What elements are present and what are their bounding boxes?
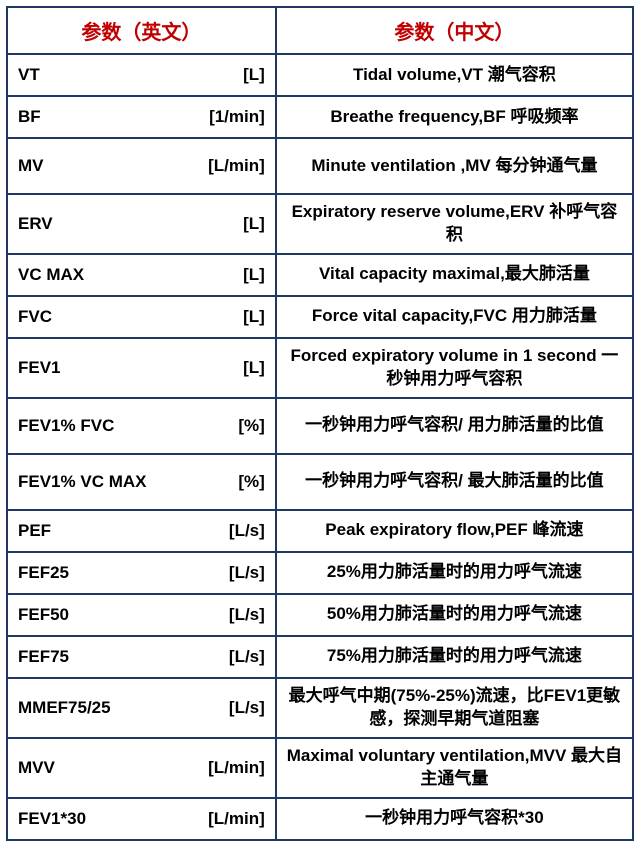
param-unit: [L] <box>176 338 276 398</box>
param-unit: [L/min] <box>176 138 276 194</box>
param-name: FEV1 <box>7 338 176 398</box>
param-name: FEF50 <box>7 594 176 636</box>
table-row: FEF75[L/s]75%用力肺活量时的用力呼气流速 <box>7 636 633 678</box>
param-unit: [L/min] <box>176 738 276 798</box>
table-row: FVC[L]Force vital capacity,FVC 用力肺活量 <box>7 296 633 338</box>
param-description: 25%用力肺活量时的用力呼气流速 <box>276 552 633 594</box>
param-unit: [L] <box>176 254 276 296</box>
table-row: MVV[L/min]Maximal voluntary ventilation,… <box>7 738 633 798</box>
param-name: VC MAX <box>7 254 176 296</box>
param-description: Forced expiratory volume in 1 second 一秒钟… <box>276 338 633 398</box>
param-unit: [L/s] <box>176 510 276 552</box>
param-name: MVV <box>7 738 176 798</box>
param-unit: [1/min] <box>176 96 276 138</box>
param-description: Minute ventilation ,MV 每分钟通气量 <box>276 138 633 194</box>
param-name: FEV1% FVC <box>7 398 176 454</box>
param-description: Vital capacity maximal,最大肺活量 <box>276 254 633 296</box>
table-row: FEV1% FVC[%]一秒钟用力呼气容积/ 用力肺活量的比值 <box>7 398 633 454</box>
parameter-table: 参数（英文） 参数（中文） VT[L]Tidal volume,VT 潮气容积B… <box>6 6 634 841</box>
header-chinese: 参数（中文） <box>276 7 633 54</box>
table-row: BF[1/min]Breathe frequency,BF 呼吸频率 <box>7 96 633 138</box>
table-row: VT[L]Tidal volume,VT 潮气容积 <box>7 54 633 96</box>
param-description: 最大呼气中期(75%-25%)流速，比FEV1更敏感，探测早期气道阻塞 <box>276 678 633 738</box>
param-name: FEF25 <box>7 552 176 594</box>
param-description: 一秒钟用力呼气容积/ 用力肺活量的比值 <box>276 398 633 454</box>
table-row: ERV[L]Expiratory reserve volume,ERV 补呼气容… <box>7 194 633 254</box>
param-name: FVC <box>7 296 176 338</box>
table-body: VT[L]Tidal volume,VT 潮气容积BF[1/min]Breath… <box>7 54 633 840</box>
param-name: BF <box>7 96 176 138</box>
param-description: 一秒钟用力呼气容积*30 <box>276 798 633 840</box>
param-description: Expiratory reserve volume,ERV 补呼气容积 <box>276 194 633 254</box>
table-container: 参数（英文） 参数（中文） VT[L]Tidal volume,VT 潮气容积B… <box>0 0 640 847</box>
table-row: FEV1% VC MAX[%]一秒钟用力呼气容积/ 最大肺活量的比值 <box>7 454 633 510</box>
table-row: VC MAX[L]Vital capacity maximal,最大肺活量 <box>7 254 633 296</box>
param-name: MMEF75/25 <box>7 678 176 738</box>
table-row: MV[L/min]Minute ventilation ,MV 每分钟通气量 <box>7 138 633 194</box>
param-description: Breathe frequency,BF 呼吸频率 <box>276 96 633 138</box>
param-name: VT <box>7 54 176 96</box>
param-name: MV <box>7 138 176 194</box>
param-description: Force vital capacity,FVC 用力肺活量 <box>276 296 633 338</box>
param-name: FEF75 <box>7 636 176 678</box>
param-name: FEV1% VC MAX <box>7 454 176 510</box>
param-description: 75%用力肺活量时的用力呼气流速 <box>276 636 633 678</box>
param-unit: [L] <box>176 194 276 254</box>
table-row: FEV1*30[L/min]一秒钟用力呼气容积*30 <box>7 798 633 840</box>
param-unit: [%] <box>176 454 276 510</box>
param-unit: [L] <box>176 54 276 96</box>
table-header-row: 参数（英文） 参数（中文） <box>7 7 633 54</box>
param-unit: [L/s] <box>176 636 276 678</box>
table-row: FEV1[L]Forced expiratory volume in 1 sec… <box>7 338 633 398</box>
param-unit: [L/s] <box>176 552 276 594</box>
param-description: 一秒钟用力呼气容积/ 最大肺活量的比值 <box>276 454 633 510</box>
table-row: FEF25[L/s]25%用力肺活量时的用力呼气流速 <box>7 552 633 594</box>
param-description: Maximal voluntary ventilation,MVV 最大自主通气… <box>276 738 633 798</box>
param-unit: [L/s] <box>176 678 276 738</box>
param-unit: [L/min] <box>176 798 276 840</box>
param-description: Tidal volume,VT 潮气容积 <box>276 54 633 96</box>
header-english: 参数（英文） <box>7 7 276 54</box>
table-row: FEF50[L/s]50%用力肺活量时的用力呼气流速 <box>7 594 633 636</box>
param-unit: [L/s] <box>176 594 276 636</box>
param-description: 50%用力肺活量时的用力呼气流速 <box>276 594 633 636</box>
param-unit: [%] <box>176 398 276 454</box>
param-name: FEV1*30 <box>7 798 176 840</box>
table-row: PEF[L/s]Peak expiratory flow,PEF 峰流速 <box>7 510 633 552</box>
param-description: Peak expiratory flow,PEF 峰流速 <box>276 510 633 552</box>
param-name: PEF <box>7 510 176 552</box>
table-row: MMEF75/25[L/s]最大呼气中期(75%-25%)流速，比FEV1更敏感… <box>7 678 633 738</box>
param-name: ERV <box>7 194 176 254</box>
param-unit: [L] <box>176 296 276 338</box>
